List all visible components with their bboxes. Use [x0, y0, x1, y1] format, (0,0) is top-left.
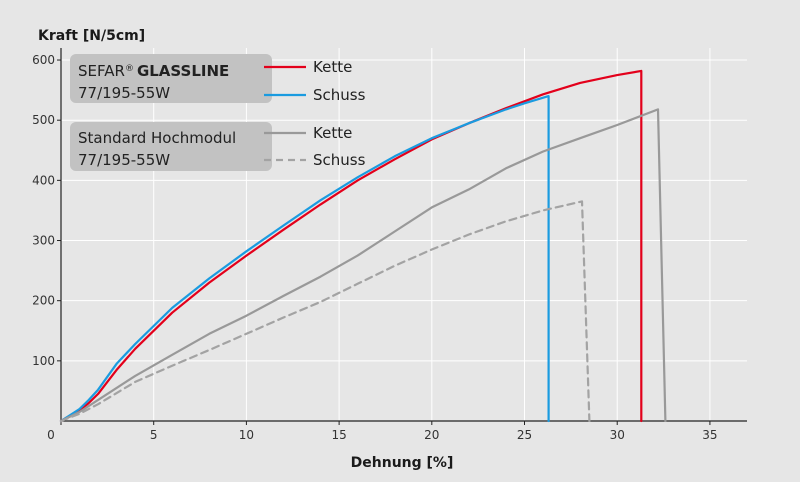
- legend-label-standard-kette: Kette: [313, 124, 352, 142]
- legend-label-standard-schuss: Schuss: [313, 151, 366, 169]
- y-axis-title: Kraft [N/5cm]: [38, 28, 145, 44]
- x-tick-label-15: 15: [331, 428, 346, 442]
- x-tick-label-30: 30: [610, 428, 625, 442]
- legend-label-glassline-schuss: Schuss: [313, 86, 366, 104]
- legend-glassline-spec: 77/195-55W: [78, 84, 170, 102]
- tick-labels: 100 200 300 400 500 600 0 5 10 15 20 25 30 35: [32, 53, 717, 442]
- legend-glassline-brand: SEFAR: [78, 62, 125, 80]
- legend-glassline-registered: ®: [125, 64, 134, 74]
- grid-lines: [61, 48, 747, 421]
- legend-group-glassline-box: [70, 54, 272, 103]
- axes: [57, 48, 747, 425]
- legend-label-glassline-kette: Kette: [313, 58, 352, 76]
- y-tick-label-400: 400: [32, 173, 55, 187]
- x-tick-label-35: 35: [702, 428, 717, 442]
- x-tick-label-10: 10: [239, 428, 254, 442]
- series-line-sefar-glassline-77-195-55w-schuss: [59, 94, 550, 423]
- legend: SEFAR® GLASSLINE 77/195-55W Kette Schuss …: [70, 54, 366, 171]
- series-line-standard-hochmodul-77-195-55w-kette: [59, 108, 667, 423]
- y-tick-label-500: 500: [32, 113, 55, 127]
- series-lines: [59, 69, 667, 423]
- x-tick-label-20: 20: [424, 428, 439, 442]
- legend-group-standard-box: [70, 122, 272, 171]
- y-tick-label-300: 300: [32, 234, 55, 248]
- legend-standard-title: Standard Hochmodul: [78, 129, 236, 147]
- legend-standard-spec: 77/195-55W: [78, 151, 170, 169]
- x-tick-label-25: 25: [517, 428, 532, 442]
- y-tick-label-100: 100: [32, 354, 55, 368]
- legend-glassline-name: GLASSLINE: [137, 62, 229, 80]
- y-tick-label-600: 600: [32, 53, 55, 67]
- series-line-sefar-glassline-77-195-55w-kette: [59, 69, 643, 423]
- legend-glassline-title: SEFAR® GLASSLINE: [78, 62, 229, 80]
- x-tick-label-5: 5: [150, 428, 158, 442]
- x-tick-label-0: 0: [47, 428, 55, 442]
- x-axis-title: Dehnung [%]: [351, 455, 454, 471]
- y-tick-label-200: 200: [32, 294, 55, 308]
